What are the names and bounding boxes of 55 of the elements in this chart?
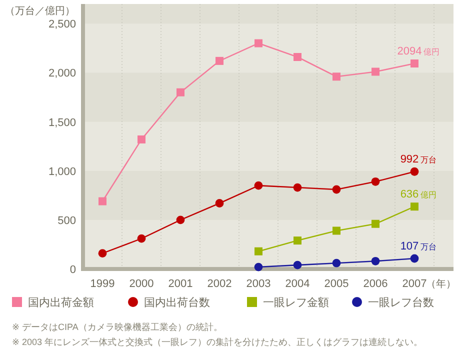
- text: ※ 2003 年にレンズ一体式と交換式（一眼レフ）の集計を分けたため、正しくはグラフは連続しない。: [12, 337, 423, 347]
- point: [410, 167, 419, 176]
- point: [332, 258, 341, 268]
- x-tick-label: 2007: [402, 278, 427, 290]
- data-label: 992 万台: [400, 154, 437, 166]
- y-tick-label: 2,500: [48, 18, 76, 31]
- data-label: 636 億円: [400, 188, 437, 201]
- point: [137, 234, 146, 243]
- x-tick-label: 1999: [90, 278, 115, 290]
- point: [410, 254, 419, 263]
- data-label: 107 万台: [400, 240, 437, 252]
- point: [332, 72, 340, 81]
- y-tick-label: 1,000: [48, 166, 76, 178]
- y-tick-label: 1,500: [48, 116, 76, 129]
- point: [254, 39, 262, 48]
- point: [138, 135, 146, 144]
- point: [294, 236, 302, 245]
- point: [332, 226, 340, 235]
- x-tick-label: 2000: [129, 278, 154, 290]
- point: [410, 59, 418, 68]
- point: [215, 199, 224, 208]
- point: [293, 260, 302, 270]
- point: [176, 88, 184, 96]
- point: [254, 247, 262, 256]
- x-tick-label: 2003: [246, 278, 271, 290]
- point: [293, 183, 302, 192]
- point: [332, 185, 341, 194]
- point: [371, 177, 380, 186]
- legend-label: 一眼レフ金額: [263, 296, 329, 309]
- point: [410, 202, 418, 211]
- legend-label: 一眼レフ台数: [368, 296, 434, 309]
- x-axis-title: （年）: [426, 278, 456, 290]
- y-axis-title: （万台／億円）: [5, 5, 75, 17]
- point: [372, 220, 380, 228]
- x-tick-label: 2005: [324, 278, 349, 290]
- x-tick-label: 2002: [207, 278, 232, 290]
- point: [98, 197, 106, 206]
- y-tick-label: 0: [70, 264, 76, 276]
- point: [254, 181, 263, 190]
- data-label: 2094 億円: [397, 45, 440, 58]
- point: [371, 256, 380, 266]
- x-tick-label: 2001: [168, 278, 193, 290]
- point: [372, 68, 380, 76]
- x-tick-label: 2004: [285, 278, 310, 290]
- legend-label: 国内出荷金額: [28, 296, 94, 309]
- point: [216, 56, 224, 65]
- point: [176, 216, 185, 224]
- text: ※ データはCIPA（カメラ映像機器工業会）の統計。: [12, 322, 222, 332]
- point: [254, 262, 263, 272]
- point: [98, 249, 107, 258]
- legend-label: 国内出荷台数: [144, 296, 210, 309]
- point: [294, 53, 302, 61]
- y-tick-label: 2,000: [48, 68, 76, 80]
- y-tick-label: 500: [58, 214, 76, 227]
- x-tick-label: 2006: [363, 278, 388, 290]
